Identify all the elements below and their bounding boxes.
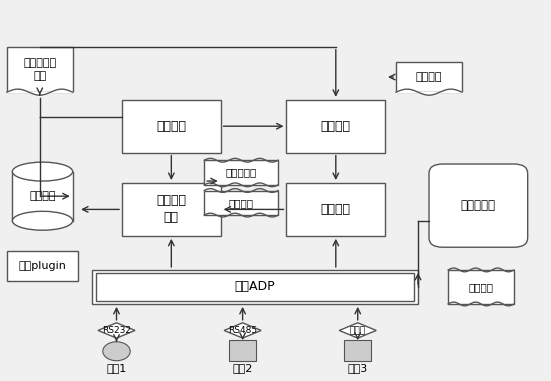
Text: 设备2: 设备2	[233, 363, 253, 373]
Text: 数据存储: 数据存储	[29, 191, 56, 201]
Text: 以太网: 以太网	[350, 326, 366, 335]
Ellipse shape	[12, 162, 73, 181]
FancyBboxPatch shape	[122, 100, 221, 153]
FancyBboxPatch shape	[7, 251, 78, 281]
Text: 设备1: 设备1	[106, 363, 127, 373]
FancyBboxPatch shape	[429, 164, 528, 247]
Text: 变化率配置: 变化率配置	[225, 168, 257, 178]
Circle shape	[103, 342, 130, 361]
Text: 设备3: 设备3	[348, 363, 368, 373]
Text: 设备ADP: 设备ADP	[235, 280, 276, 293]
Polygon shape	[98, 323, 135, 338]
Text: 设备规约库: 设备规约库	[461, 199, 496, 212]
FancyBboxPatch shape	[396, 62, 462, 92]
Text: 任务管理: 任务管理	[321, 120, 351, 133]
Bar	[12, 171, 73, 221]
FancyBboxPatch shape	[204, 190, 278, 215]
FancyBboxPatch shape	[122, 183, 221, 236]
FancyBboxPatch shape	[204, 160, 278, 185]
Ellipse shape	[12, 211, 73, 230]
Text: 状态管理
模块: 状态管理 模块	[156, 194, 186, 224]
Text: 规约文件: 规约文件	[468, 282, 494, 292]
Text: 任务配置: 任务配置	[416, 72, 442, 82]
Text: RS485: RS485	[228, 326, 257, 335]
Text: RS232: RS232	[102, 326, 131, 335]
FancyBboxPatch shape	[287, 100, 385, 153]
Text: 设备plugin: 设备plugin	[19, 261, 67, 271]
Bar	[229, 340, 256, 361]
FancyBboxPatch shape	[287, 183, 385, 236]
Polygon shape	[339, 323, 376, 338]
Text: 告警等级和
分类: 告警等级和 分类	[23, 58, 56, 81]
FancyBboxPatch shape	[7, 47, 73, 92]
Text: 排他管理: 排他管理	[321, 203, 351, 216]
FancyBboxPatch shape	[448, 270, 514, 304]
Text: 阈值设置: 阈值设置	[229, 198, 254, 208]
Text: 警报管理: 警报管理	[156, 120, 186, 133]
Polygon shape	[224, 323, 261, 338]
FancyBboxPatch shape	[96, 273, 414, 301]
Bar	[344, 340, 371, 361]
FancyBboxPatch shape	[92, 270, 418, 304]
